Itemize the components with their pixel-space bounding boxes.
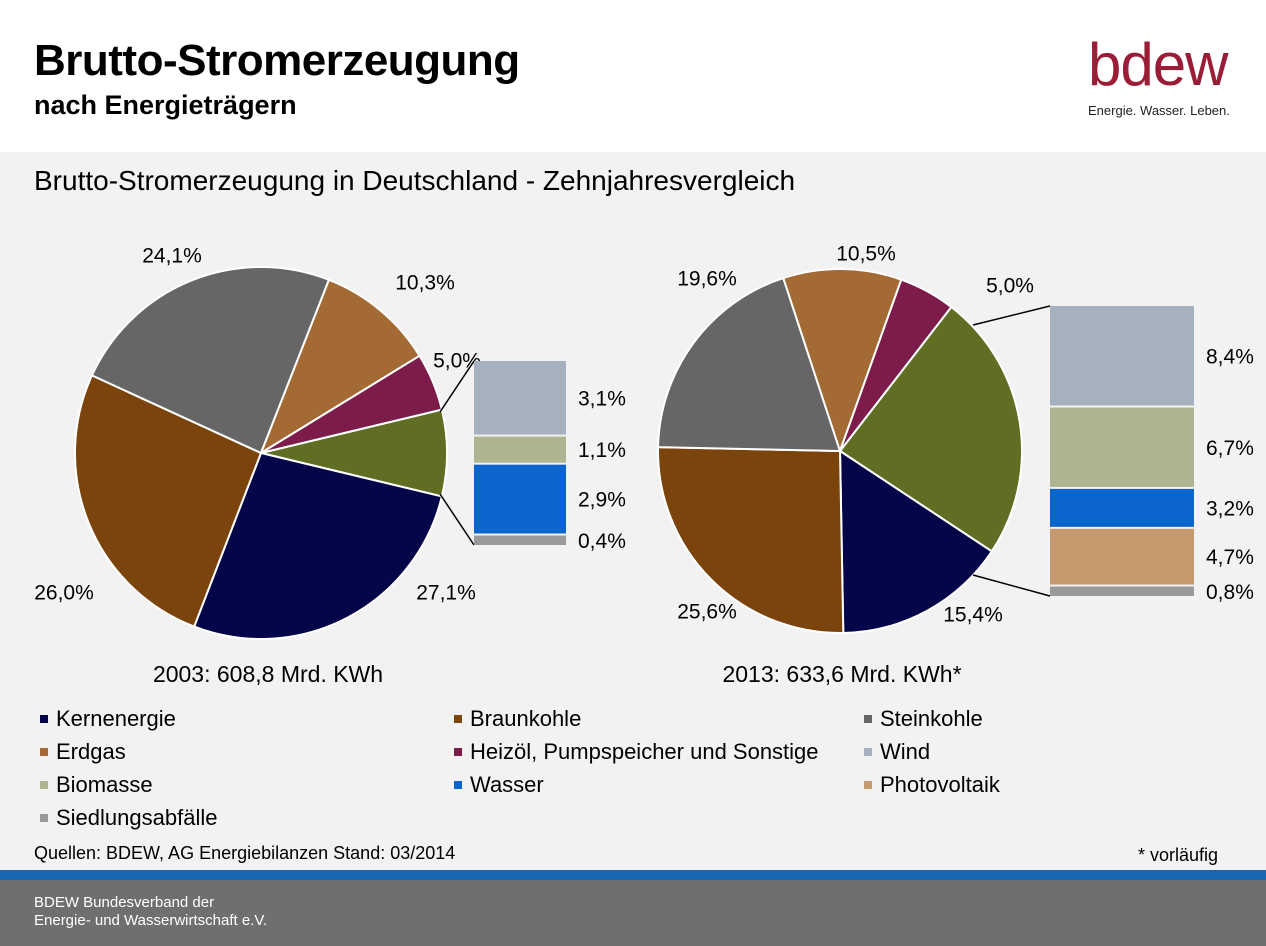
logo-tagline: Energie. Wasser. Leben. (1088, 103, 1230, 118)
pie-slice-steinkohle (657, 276, 842, 453)
pie-slice-erdgas (258, 278, 421, 456)
legend-label-steinkohle: Steinkohle (880, 706, 983, 731)
pie-charts: 27,1% 26,0% 24,1% 10,3% 5,0% 3,1% 1,1% 2,9% 0,4%… (34, 243, 1254, 688)
page-title: Brutto-Stromerzeugung (34, 36, 520, 85)
breakdown-segment-biomasse (474, 436, 566, 463)
legend-label-wasser: Wasser (470, 772, 544, 797)
pie-slice-erdgas (782, 268, 903, 455)
pie-label-steinkohle: 19,6% (677, 268, 737, 291)
pie-slice-heizoel (839, 278, 953, 452)
breakdown-segment-wasser (474, 464, 566, 534)
legend-label-siedlungsabfaelle: Siedlungsabfälle (56, 805, 218, 830)
breakdown-label-siedlungsabfaelle: 0,8% (1206, 581, 1254, 604)
legend-swatch-biomasse (40, 781, 48, 789)
pie-chart-1: 27,1% 26,0% 24,1% 10,3% 5,0% 3,1% 1,1% 2,9% 0,4%… (34, 245, 626, 688)
breakdown-segment-wasser (1050, 488, 1194, 527)
bdew-logo: bdew Energie. Wasser. Leben. (1080, 31, 1250, 124)
legend-swatch-siedlungsabfaelle (40, 814, 48, 822)
legend-item-photovoltaik: Photovoltaik (864, 770, 1000, 800)
breakdown-label-biomasse: 1,1% (578, 439, 626, 462)
legend-item-braunkohle: Braunkohle (454, 704, 581, 734)
legend-label-biomasse: Biomasse (56, 772, 153, 797)
header: Brutto-Stromerzeugung nach Energieträger… (0, 0, 1266, 152)
breakdown-segment-wind (1050, 306, 1194, 406)
legend-swatch-erdgas (40, 748, 48, 756)
pie-slice-steinkohle (90, 266, 331, 455)
breakdown-label-wind: 8,4% (1206, 345, 1254, 368)
pie-label-erdgas: 10,3% (395, 272, 455, 295)
legend-swatch-wind (864, 748, 872, 756)
legend-item-heizoel: Heizöl, Pumpspeicher und Sonstige (454, 737, 819, 767)
legend-swatch-steinkohle (864, 715, 872, 723)
legend-swatch-kernenergie (40, 715, 48, 723)
logo-text: bdew (1088, 31, 1228, 98)
breakdown-label-photovoltaik: 4,7% (1206, 546, 1254, 569)
page-subtitle: nach Energieträgern (34, 90, 297, 120)
pie-label-braunkohle: 26,0% (34, 582, 94, 605)
pie-label-heizoel: 5,0% (986, 275, 1034, 298)
breakdown-label-wind: 3,1% (578, 387, 626, 410)
pie-slice-kernenergie (838, 449, 994, 634)
legend-label-photovoltaik: Photovoltaik (880, 772, 1000, 797)
footer-line-2: Energie- und Wasserwirtschaft e.V. (34, 912, 268, 929)
connector-line-2 (972, 574, 1051, 597)
breakdown-segment-biomasse (1050, 407, 1194, 487)
pie-caption-1: 2003: 608,8 Mrd. KWh (153, 661, 383, 687)
legend-label-kernenergie: Kernenergie (56, 706, 176, 731)
connector-line-2 (439, 493, 475, 546)
pie-label-heizoel: 5,0% (433, 350, 481, 373)
pie-label-kernenergie: 15,4% (943, 604, 1003, 627)
pie-label-braunkohle: 25,6% (677, 601, 737, 624)
breakdown-label-biomasse: 6,7% (1206, 437, 1254, 460)
breakdown-segment-photovoltaik (1050, 528, 1194, 585)
pie-slice-kernenergie (192, 451, 444, 641)
pie-label-kernenergie: 27,1% (416, 582, 476, 605)
sources-note: Quellen: BDEW, AG Energiebilanzen Stand:… (34, 843, 456, 863)
pie-label-erdgas: 10,5% (836, 243, 896, 266)
legend-label-erdgas: Erdgas (56, 739, 126, 764)
legend-swatch-braunkohle (454, 715, 462, 723)
legend-item-wasser: Wasser (454, 770, 544, 800)
pie-slice-erneuerbare (838, 305, 1023, 553)
legend-label-wind: Wind (880, 739, 931, 764)
pie-slice-braunkohle (73, 374, 263, 628)
connector-line-1 (439, 360, 475, 413)
footer-text: BDEW Bundesverband der Energie- und Wass… (34, 894, 267, 930)
connector-line-1 (972, 305, 1051, 326)
legend: Kernenergie Braunkohle Steinkohle Erdgas Hei… (40, 704, 1240, 836)
legend-swatch-photovoltaik (864, 781, 872, 789)
footer-line-1: BDEW Bundesverband der (34, 894, 215, 911)
breakdown-segment-siedlungsabfaelle (1050, 586, 1194, 596)
breakdown-segment-siedlungsabfaelle (474, 535, 566, 545)
legend-item-biomasse: Biomasse (40, 770, 153, 800)
breakdown-label-wasser: 2,9% (578, 489, 626, 512)
pie-chart-2: 15,4% 25,6% 19,6% 10,5% 5,0% 8,4% 6,7% 3,2% 4,7%… (657, 243, 1254, 687)
legend-item-wind: Wind (864, 737, 930, 767)
legend-item-kernenergie: Kernenergie (40, 704, 176, 734)
pie-label-steinkohle: 24,1% (142, 245, 202, 268)
breakdown-label-wasser: 3,2% (1206, 497, 1254, 520)
legend-label-braunkohle: Braunkohle (470, 706, 582, 731)
pie-slice-braunkohle (657, 446, 845, 634)
breakdown-segment-wind (474, 361, 566, 435)
legend-swatch-wasser (454, 781, 462, 789)
legend-label-heizoel: Heizöl, Pumpspeicher und Sonstige (470, 739, 819, 764)
footer-stripe (0, 870, 1266, 880)
legend-item-siedlungsabfaelle: Siedlungsabfälle (40, 803, 217, 833)
footer: BDEW Bundesverband der Energie- und Wass… (0, 880, 1266, 946)
chart-title: Brutto-Stromerzeugung in Deutschland - Z… (34, 165, 796, 196)
legend-item-erdgas: Erdgas (40, 737, 126, 767)
legend-swatch-heizoel (454, 748, 462, 756)
footnote: * vorläufig (1138, 845, 1219, 865)
pie-caption-2: 2013: 633,6 Mrd. KWh* (722, 661, 961, 687)
breakdown-label-siedlungsabfaelle: 0,4% (578, 530, 626, 553)
legend-item-steinkohle: Steinkohle (864, 704, 983, 734)
